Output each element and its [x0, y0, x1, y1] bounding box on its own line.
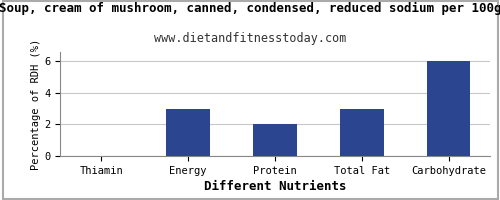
Bar	[427, 61, 470, 156]
Text: www.dietandfitnesstoday.com: www.dietandfitnesstoday.com	[154, 32, 346, 45]
X-axis label: Different Nutrients: Different Nutrients	[204, 180, 346, 193]
Bar	[254, 124, 296, 156]
Text: Soup, cream of mushroom, canned, condensed, reduced sodium per 100g: Soup, cream of mushroom, canned, condens…	[0, 2, 500, 15]
Bar	[340, 109, 384, 156]
Y-axis label: Percentage of RDH (%): Percentage of RDH (%)	[31, 38, 42, 170]
Bar	[166, 109, 210, 156]
